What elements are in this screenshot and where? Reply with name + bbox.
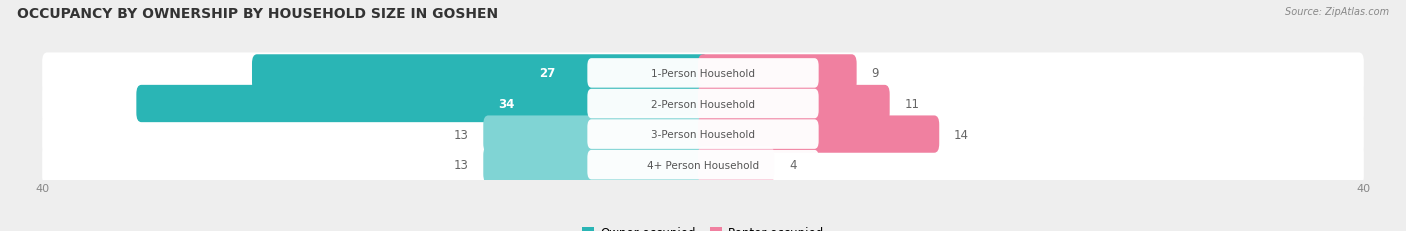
FancyBboxPatch shape xyxy=(588,150,818,180)
FancyBboxPatch shape xyxy=(484,146,709,183)
Text: 34: 34 xyxy=(498,97,515,110)
FancyBboxPatch shape xyxy=(42,114,1364,155)
Text: 4+ Person Household: 4+ Person Household xyxy=(647,160,759,170)
FancyBboxPatch shape xyxy=(588,59,818,88)
Text: Source: ZipAtlas.com: Source: ZipAtlas.com xyxy=(1285,7,1389,17)
FancyBboxPatch shape xyxy=(697,55,856,92)
Text: 13: 13 xyxy=(454,128,468,141)
Text: 1-Person Household: 1-Person Household xyxy=(651,69,755,79)
Text: 27: 27 xyxy=(538,67,555,80)
Text: 3-Person Household: 3-Person Household xyxy=(651,130,755,140)
Text: 2-Person Household: 2-Person Household xyxy=(651,99,755,109)
FancyBboxPatch shape xyxy=(588,89,818,119)
FancyBboxPatch shape xyxy=(697,146,775,183)
FancyBboxPatch shape xyxy=(136,85,709,123)
FancyBboxPatch shape xyxy=(42,84,1364,125)
Text: 13: 13 xyxy=(454,158,468,171)
FancyBboxPatch shape xyxy=(484,116,709,153)
Text: 9: 9 xyxy=(872,67,879,80)
Text: 4: 4 xyxy=(789,158,796,171)
FancyBboxPatch shape xyxy=(42,53,1364,94)
Text: 11: 11 xyxy=(904,97,920,110)
FancyBboxPatch shape xyxy=(697,116,939,153)
FancyBboxPatch shape xyxy=(42,145,1364,185)
Legend: Owner-occupied, Renter-occupied: Owner-occupied, Renter-occupied xyxy=(578,222,828,231)
Text: 14: 14 xyxy=(955,128,969,141)
Text: OCCUPANCY BY OWNERSHIP BY HOUSEHOLD SIZE IN GOSHEN: OCCUPANCY BY OWNERSHIP BY HOUSEHOLD SIZE… xyxy=(17,7,498,21)
FancyBboxPatch shape xyxy=(588,120,818,149)
FancyBboxPatch shape xyxy=(252,55,709,92)
FancyBboxPatch shape xyxy=(697,85,890,123)
